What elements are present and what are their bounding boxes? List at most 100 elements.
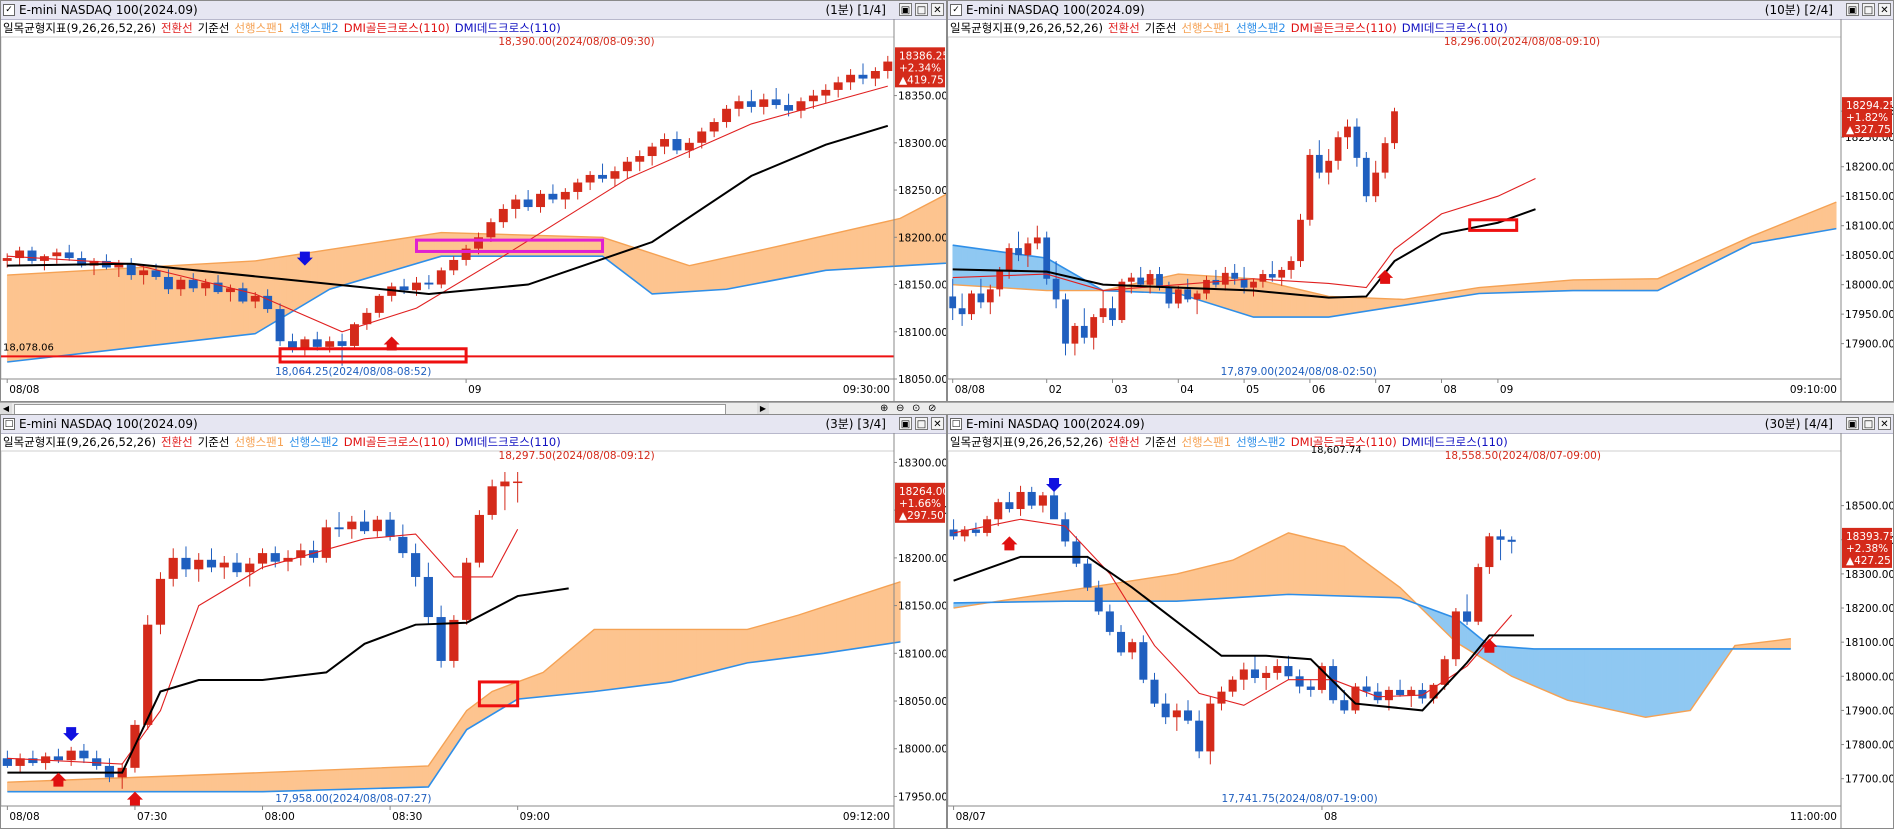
ichimoku-cloud-segment [523,676,531,699]
legend-tenkan: 전환선 [160,21,193,35]
close-icon[interactable]: ✕ [931,3,944,16]
ichimoku-cloud-segment [249,772,257,792]
candlestick-chart[interactable]: 18,558.50(2024/08/07-09:00) 17,741.75(202… [948,433,1893,828]
candlestick-chart[interactable]: 18,390.00(2024/08/08-09:30) 18,064.25(202… [1,19,946,401]
zoom-reset-icon[interactable]: ⊙ [912,403,921,414]
y-tick-label: 18150.00 [898,280,946,292]
close-icon[interactable]: ✕ [931,417,944,430]
ichimoku-cloud-segment [825,233,833,271]
ichimoku-cloud-segment [1817,207,1823,233]
ichimoku-cloud-segment [1229,277,1235,312]
ichimoku-cloud-segment [658,255,665,294]
candle-body [709,122,719,132]
close-icon[interactable]: ✕ [1878,417,1891,430]
ichimoku-cloud-segment [1076,588,1083,602]
scroll-right-icon[interactable]: ▶ [757,403,769,415]
ichimoku-cloud-segment [1361,297,1367,313]
maximize-icon[interactable]: □ [1862,3,1875,16]
panel-checkbox[interactable]: □ [950,418,962,430]
panel-title-bar[interactable]: □ E-mini NASDAQ 100(2024.09) (3분) [3/4] … [1,415,946,434]
ichimoku-cloud-segment [1535,282,1541,292]
maximize-icon[interactable]: □ [1862,417,1875,430]
panel-checkbox[interactable]: □ [3,418,15,430]
ichimoku-cloud-segment [606,629,614,691]
ichimoku-cloud-segment [1344,546,1351,597]
chart-panel-3min[interactable]: □ E-mini NASDAQ 100(2024.09) (3분) [3/4] … [0,414,947,829]
zoom-out-icon[interactable]: ⊖ [896,403,905,414]
y-tick-label: 17900.00 [1845,339,1893,351]
layout-icon[interactable]: ▣ [899,3,912,16]
candle-body [15,758,25,766]
layout-icon[interactable]: ▣ [899,417,912,430]
candle-body [1287,261,1295,270]
candle-body [968,293,975,315]
close-icon[interactable]: ✕ [1878,3,1891,16]
chart-panel-1min[interactable]: ✓ E-mini NASDAQ 100(2024.09) (1분) [1/4] … [0,0,947,402]
current-price-text: +2.34% [899,62,941,74]
maximize-icon[interactable]: □ [915,417,928,430]
ichimoku-cloud-segment [772,620,780,660]
candlestick-chart[interactable]: 18,297.50(2024/08/08-09:12) 17,958.00(202… [1,433,946,828]
current-price-text: ▲427.25 [1846,555,1891,567]
maximize-icon[interactable]: □ [915,3,928,16]
ichimoku-cloud-segment [1558,280,1564,292]
panel-checkbox[interactable]: ✓ [950,4,962,16]
candle-body [1127,277,1135,282]
panel-title-bar[interactable]: ✓ E-mini NASDAQ 100(2024.09) (1분) [1/4] … [1,1,946,20]
ichimoku-cloud-segment [651,253,659,295]
legend-dmi-golden: DMI골든크로스(110) [343,21,450,35]
y-tick-label: 18200.00 [1845,162,1893,174]
ichimoku-cloud-segment [1563,280,1569,292]
legend-ichimoku: 일목균형지표(9,26,26,52,26) [3,21,156,35]
current-price-text: +1.66% [899,498,941,510]
ichimoku-cloud-segment [1276,283,1282,318]
ichimoku-cloud-segment [90,778,97,792]
ichimoku-cloud-segment [128,777,136,792]
ichimoku-cloud-segment [689,263,696,292]
ichimoku-cloud-segment [1360,558,1367,598]
ichimoku-cloud-segment [1643,278,1649,291]
ichimoku-cloud-segment [1544,281,1550,292]
ichimoku-cloud-segment [1596,279,1602,291]
candle-body [1139,642,1148,680]
ichimoku-cloud-segment [836,600,844,652]
ichimoku-cloud-segment [937,195,944,264]
ichimoku-cloud-segment [540,235,547,257]
indicator-legend: 일목균형지표(9,26,26,52,26) 전환선 기준선 선행스팬1 선행스팬2 DMI… [3,434,566,450]
zoom-fit-icon[interactable]: ⊘ [928,403,937,414]
panel-title-bar[interactable]: □ E-mini NASDAQ 100(2024.09) (30분) [4/4]… [948,415,1893,434]
candlestick-chart[interactable]: 18,296.00(2024/08/08-09:10) 17,879.00(202… [948,19,1893,401]
chart-panel-30min[interactable]: □ E-mini NASDAQ 100(2024.09) (30분) [4/4]… [947,414,1894,829]
ichimoku-cloud-segment [351,768,359,790]
ichimoku-cloud-segment [990,250,996,288]
ichimoku-cloud-segment [1572,279,1579,291]
ichimoku-cloud-segment [868,223,876,269]
tenkan-line [7,528,519,765]
candle-body [1278,269,1286,278]
panel-checkbox[interactable]: ✓ [3,4,15,16]
ichimoku-cloud-segment [68,270,76,356]
ichimoku-cloud-segment [230,773,238,792]
panel-period: (1분) [1/4] [825,1,886,19]
chart-panel-10min[interactable]: ✓ E-mini NASDAQ 100(2024.09) (10분) [2/4]… [947,0,1894,402]
ichimoku-cloud-segment [1366,562,1373,598]
ichimoku-cloud-segment [1243,551,1250,598]
scroll-left-icon[interactable]: ◀ [0,403,12,415]
ichimoku-cloud-segment [1511,284,1517,293]
legend-span1: 선행스팬1 [1181,21,1232,35]
ichimoku-cloud-segment [966,246,972,287]
y-tick-label: 18000.00 [1845,280,1893,292]
ichimoku-cloud-segment [204,774,212,792]
candle-body [449,619,459,661]
y-tick-label: 18300.00 [898,138,946,150]
panel-title-bar[interactable]: ✓ E-mini NASDAQ 100(2024.09) (10분) [2/4]… [948,1,1893,20]
layout-icon[interactable]: ▣ [1846,417,1859,430]
layout-icon[interactable]: ▣ [1846,3,1859,16]
ichimoku-cloud-segment [326,769,333,791]
candle-body [1061,519,1070,542]
zoom-in-icon[interactable]: ⊕ [880,403,889,414]
ichimoku-cloud-segment [1262,280,1268,318]
candle-body [423,576,433,618]
ichimoku-cloud-segment [1300,289,1306,318]
ichimoku-cloud-segment [1355,554,1362,597]
